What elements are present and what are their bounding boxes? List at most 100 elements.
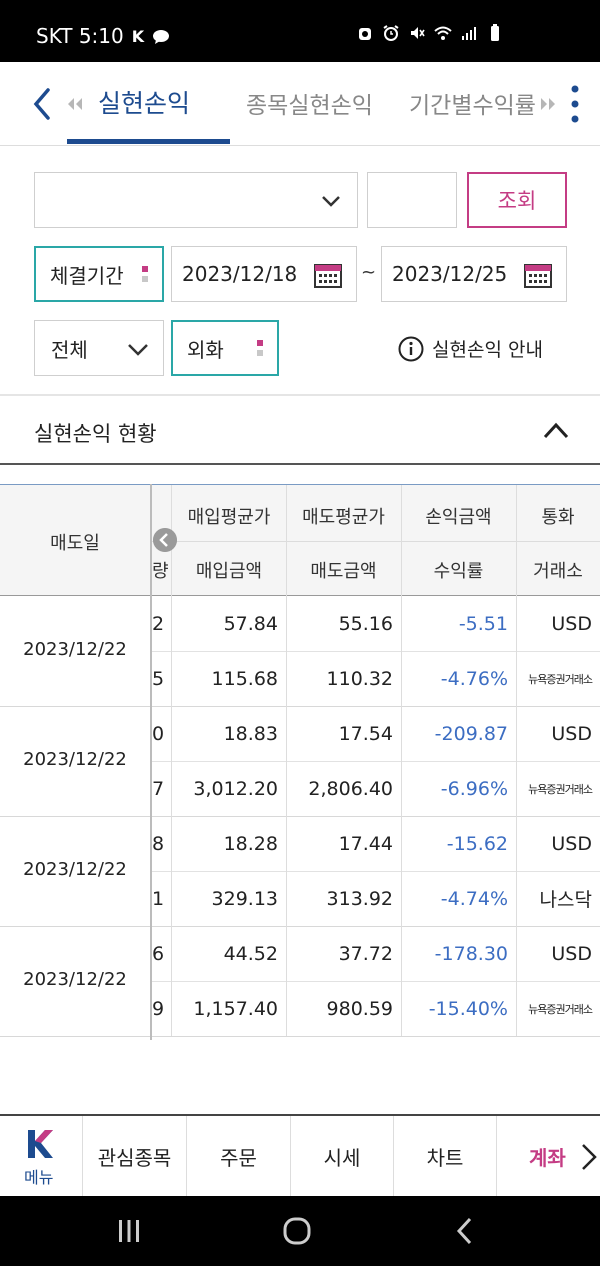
bottom-navigation: 메뉴 관심종목 주문 시세 차트 계좌 xyxy=(0,1114,600,1196)
cell-currency: USD xyxy=(551,832,592,855)
header-currency: 통화 xyxy=(541,507,575,528)
nav-account[interactable]: 계좌 xyxy=(496,1116,580,1196)
recent-apps-icon[interactable] xyxy=(116,1218,142,1244)
cell-sell: 313.92 xyxy=(326,887,393,910)
cell-pnl: -6.96% xyxy=(440,777,508,800)
end-date-field[interactable]: 2023/12/25 xyxy=(381,246,567,302)
type-select[interactable]: 전체 xyxy=(34,320,164,376)
col-divider xyxy=(171,816,172,926)
chevron-up-icon[interactable] xyxy=(542,420,570,442)
cell-pnl: -15.62 xyxy=(446,832,508,855)
cell-sell-date: 2023/12/22 xyxy=(23,859,127,880)
tab-stock-realized-pnl[interactable]: 종목실현손익 xyxy=(246,93,373,119)
header-exchange: 거래소 xyxy=(533,561,583,582)
cell-buy: 57.84 xyxy=(223,612,278,635)
period-label: 체결기간 xyxy=(50,263,124,288)
home-icon[interactable] xyxy=(282,1216,312,1246)
nav-chart[interactable]: 차트 xyxy=(393,1116,496,1196)
row-mid-line xyxy=(152,761,600,762)
account-select[interactable] xyxy=(34,172,358,228)
col-divider xyxy=(401,596,402,706)
active-tab-indicator xyxy=(67,139,230,144)
alarm-icon xyxy=(383,25,399,41)
nav-watchlist[interactable]: 관심종목 xyxy=(82,1116,186,1196)
type-value: 전체 xyxy=(51,337,88,362)
menu-button[interactable]: 메뉴 xyxy=(0,1116,82,1196)
row-divider xyxy=(0,1036,600,1037)
chevron-down-icon xyxy=(322,196,340,207)
row-divider xyxy=(0,706,600,707)
cell-buy: 18.28 xyxy=(223,832,278,855)
toggle-dots-icon xyxy=(257,340,263,358)
calendar-icon[interactable] xyxy=(314,262,342,288)
cell-buy: 115.68 xyxy=(211,667,278,690)
query-button[interactable]: 조회 xyxy=(467,172,567,228)
realized-pnl-table[interactable]: 매도일 량 매입평균가 매도평균가 손익금액 통화 매입금액 매도금액 수익률 … xyxy=(0,484,600,1040)
tab-realized-pnl[interactable]: 실현손익 xyxy=(98,89,191,118)
cell-pnl: -178.30 xyxy=(434,942,508,965)
header-sell-amount: 매도금액 xyxy=(310,561,377,582)
cell-buy: 3,012.20 xyxy=(193,777,278,800)
guide-label: 실현손익 안내 xyxy=(432,339,543,361)
carrier-badge: K xyxy=(131,26,145,46)
scroll-left-hint-icon[interactable] xyxy=(153,528,177,552)
cell-pnl: -4.74% xyxy=(440,887,508,910)
row-divider xyxy=(0,926,600,927)
cell-sell-date: 2023/12/22 xyxy=(23,969,127,990)
nav-order[interactable]: 주문 xyxy=(186,1116,290,1196)
col-divider xyxy=(286,485,287,597)
calendar-icon[interactable] xyxy=(524,262,552,288)
realized-pnl-guide-link[interactable]: 실현손익 안내 xyxy=(398,335,543,362)
row-mid-line xyxy=(152,871,600,872)
more-options-icon[interactable] xyxy=(568,84,582,124)
mute-icon xyxy=(411,27,425,39)
col-divider xyxy=(516,485,517,597)
brand-logo-icon xyxy=(28,1130,53,1158)
col-divider xyxy=(516,926,517,1036)
back-arrow-icon[interactable] xyxy=(28,84,58,124)
cell-qty: 8 xyxy=(152,832,165,855)
currency-toggle-button[interactable]: 외화 xyxy=(171,320,279,376)
start-date-field[interactable]: 2023/12/18 xyxy=(171,246,357,302)
account-password-input[interactable] xyxy=(367,172,457,228)
status-left: SKT 5:10 K xyxy=(36,24,170,48)
header-sell-avg: 매도평균가 xyxy=(302,507,385,528)
back-nav-icon[interactable] xyxy=(454,1216,476,1246)
double-chevron-left-icon[interactable] xyxy=(66,97,84,111)
cell-sell: 17.54 xyxy=(338,722,393,745)
section-underline xyxy=(0,463,600,465)
cell-buy: 329.13 xyxy=(211,887,278,910)
system-navigation-bar xyxy=(0,1196,600,1266)
double-chevron-right-icon[interactable] xyxy=(540,97,556,111)
start-date-value: 2023/12/18 xyxy=(182,262,298,286)
cell-qty: 9 xyxy=(152,997,165,1020)
chat-bubble-icon xyxy=(153,30,170,44)
cell-currency: 뉴욕증권거래소 xyxy=(528,782,593,796)
col-divider xyxy=(286,706,287,816)
wifi-icon xyxy=(434,26,452,40)
cell-pnl: -5.51 xyxy=(458,612,508,635)
col-divider xyxy=(516,706,517,816)
cell-currency: 뉴욕증권거래소 xyxy=(528,672,593,686)
fixed-column-separator xyxy=(150,484,152,1040)
info-icon xyxy=(398,336,424,361)
col-divider xyxy=(401,926,402,1036)
header-partial-qty: 량 xyxy=(152,561,169,582)
nav-quotes[interactable]: 시세 xyxy=(290,1116,393,1196)
chevron-right-icon[interactable] xyxy=(580,1142,598,1172)
header-pnl-amount: 손익금액 xyxy=(425,507,492,528)
currency-value: 외화 xyxy=(187,337,224,362)
battery-icon xyxy=(491,24,499,41)
row-divider xyxy=(0,816,600,817)
cell-buy: 18.83 xyxy=(223,722,278,745)
tab-header: 실현손익 종목실현손익 기간별수익률 xyxy=(0,62,600,146)
tab-period-return[interactable]: 기간별수익률 xyxy=(409,93,536,119)
end-date-value: 2023/12/25 xyxy=(392,262,508,286)
section-divider xyxy=(0,394,600,396)
header-buy-amount: 매입금액 xyxy=(195,561,263,582)
col-divider xyxy=(171,926,172,1036)
cell-sell: 980.59 xyxy=(326,997,393,1020)
cell-qty: 2 xyxy=(152,612,165,635)
period-type-button[interactable]: 체결기간 xyxy=(34,246,164,302)
cell-sell-date: 2023/12/22 xyxy=(23,749,127,770)
